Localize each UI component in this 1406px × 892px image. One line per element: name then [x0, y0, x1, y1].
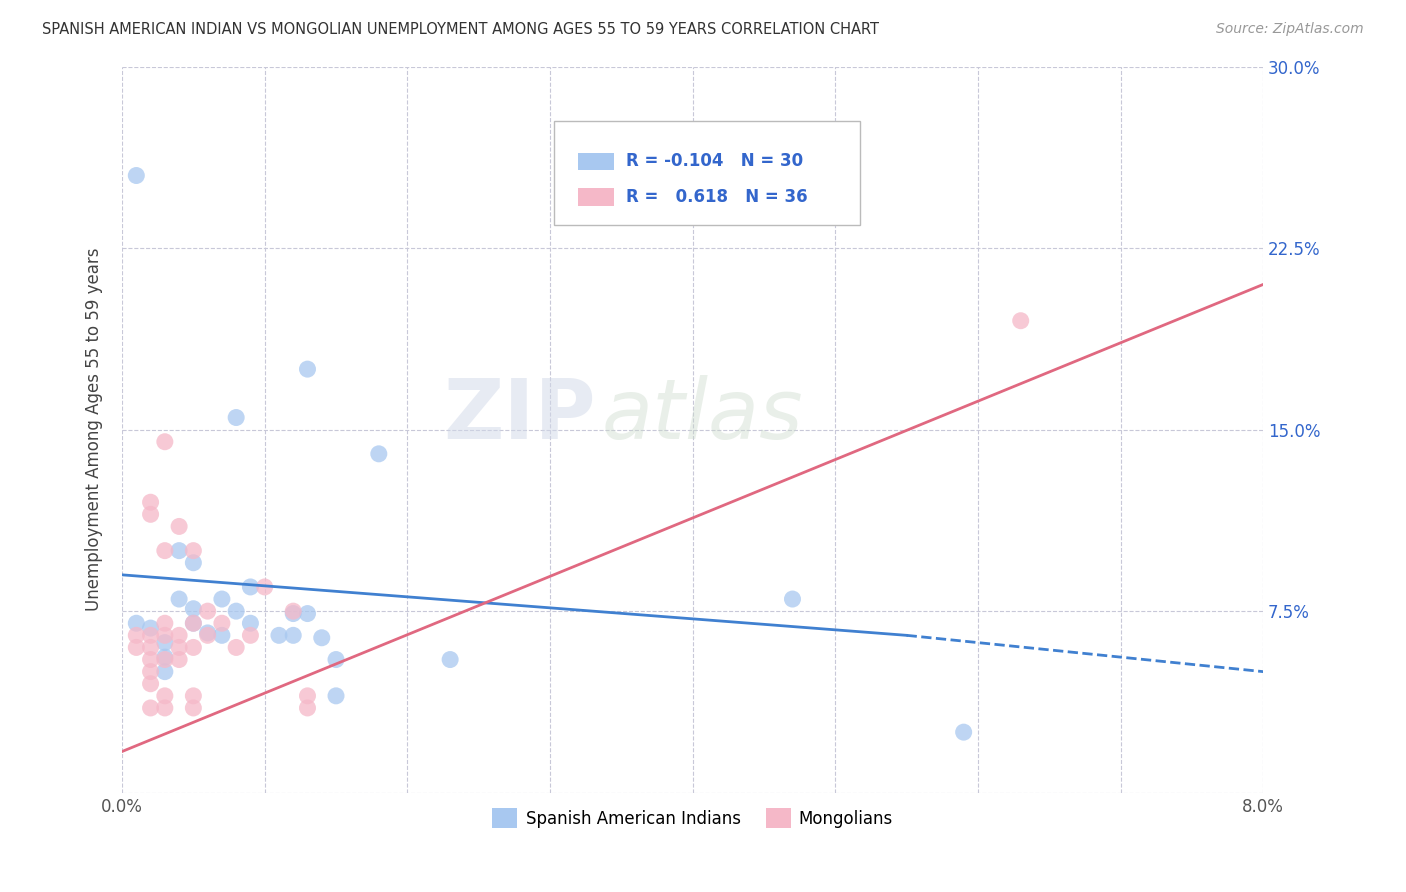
Point [139, 677, 162, 691]
Point [125, 616, 148, 631]
Point [125, 628, 148, 642]
Point [183, 616, 205, 631]
Point [239, 628, 262, 642]
Point [167, 519, 190, 533]
Point [153, 628, 176, 642]
Point [239, 580, 262, 594]
Y-axis label: Unemployment Among Ages 55 to 59 years: Unemployment Among Ages 55 to 59 years [86, 248, 103, 611]
Point [125, 169, 148, 183]
Point [311, 631, 333, 645]
Point [153, 665, 176, 679]
Text: ZIP: ZIP [443, 375, 596, 456]
Point [297, 701, 319, 715]
Point [325, 652, 347, 666]
Point [153, 616, 176, 631]
Point [139, 628, 162, 642]
Point [139, 701, 162, 715]
Point [153, 652, 176, 666]
Point [1010, 314, 1032, 328]
Point [183, 601, 205, 615]
Point [297, 689, 319, 703]
Text: Source: ZipAtlas.com: Source: ZipAtlas.com [1216, 22, 1364, 37]
Legend: Spanish American Indians, Mongolians: Spanish American Indians, Mongolians [485, 802, 900, 835]
Text: atlas: atlas [602, 375, 803, 456]
Point [167, 543, 190, 558]
Point [139, 495, 162, 509]
Point [225, 604, 247, 618]
Point [153, 650, 176, 665]
Text: R = -0.104   N = 30: R = -0.104 N = 30 [626, 153, 803, 170]
Point [153, 689, 176, 703]
Point [782, 592, 804, 607]
Point [183, 556, 205, 570]
Text: SPANISH AMERICAN INDIAN VS MONGOLIAN UNEMPLOYMENT AMONG AGES 55 TO 59 YEARS CORR: SPANISH AMERICAN INDIAN VS MONGOLIAN UNE… [42, 22, 879, 37]
Point [283, 628, 305, 642]
Point [283, 607, 305, 621]
Point [167, 640, 190, 655]
Point [183, 689, 205, 703]
Point [153, 635, 176, 649]
Point [211, 628, 233, 642]
Point [239, 616, 262, 631]
Point [183, 543, 205, 558]
Point [167, 652, 190, 666]
Point [253, 580, 276, 594]
Point [153, 701, 176, 715]
Point [225, 640, 247, 655]
Point [297, 362, 319, 376]
Point [139, 640, 162, 655]
Point [167, 628, 190, 642]
Point [183, 701, 205, 715]
Point [283, 604, 305, 618]
Point [139, 665, 162, 679]
Point [211, 616, 233, 631]
Point [267, 628, 290, 642]
Point [139, 508, 162, 522]
Point [197, 626, 219, 640]
Point [167, 592, 190, 607]
Point [225, 410, 247, 425]
Point [439, 652, 461, 666]
Point [952, 725, 974, 739]
Point [197, 604, 219, 618]
Text: R =   0.618   N = 36: R = 0.618 N = 36 [626, 188, 807, 206]
Point [211, 592, 233, 607]
Point [153, 543, 176, 558]
Point [183, 616, 205, 631]
Point [183, 640, 205, 655]
Point [325, 689, 347, 703]
Point [153, 434, 176, 449]
Point [139, 621, 162, 635]
Point [297, 607, 319, 621]
Point [197, 628, 219, 642]
Point [367, 447, 389, 461]
Point [125, 640, 148, 655]
Point [139, 652, 162, 666]
